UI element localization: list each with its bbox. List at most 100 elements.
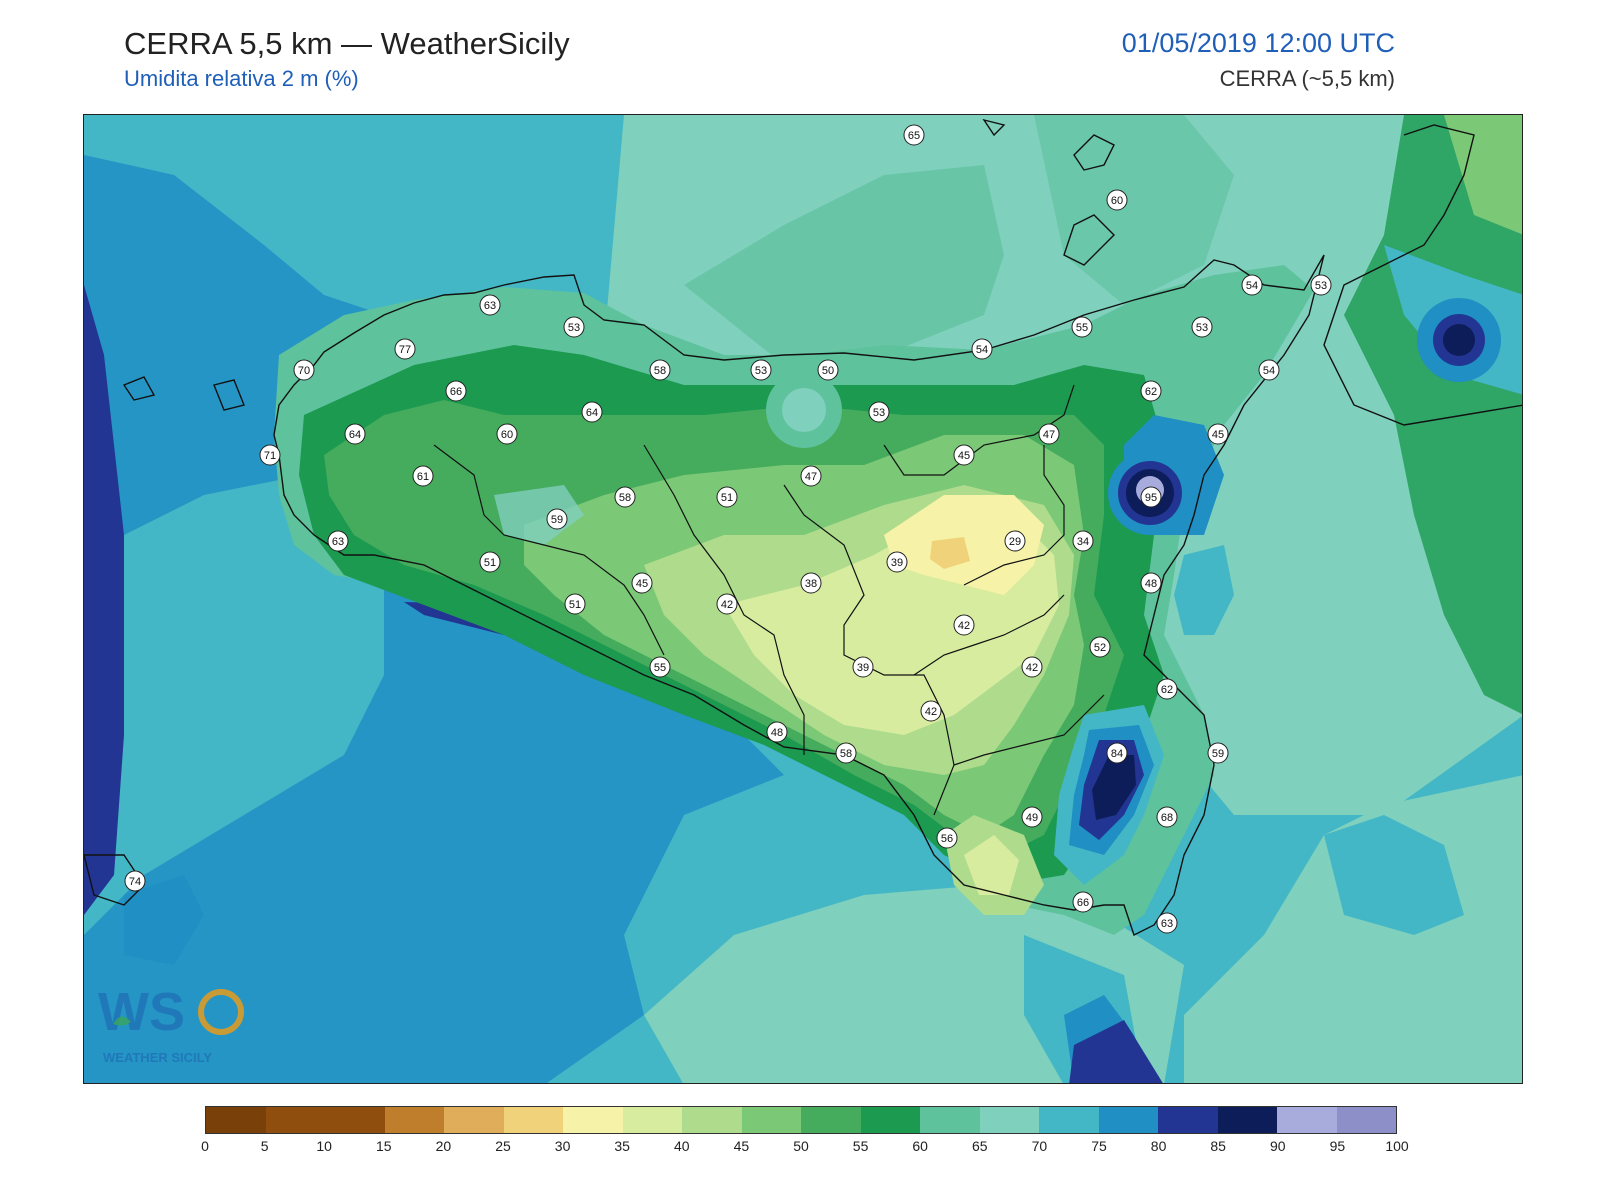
map-title: CERRA 5,5 km — WeatherSicily — [124, 26, 570, 61]
colorbar-ticks: 0 5 10 15 20 25 30 35 40 45 50 55 60 65 70 75 80 85 90 95 10… — [201, 1138, 1409, 1156]
colorbar-tick-label: 95 — [1329, 1138, 1346, 1154]
colorbar-tick-label: 20 — [435, 1138, 452, 1154]
colorbar-segment — [563, 1107, 623, 1133]
station-marker: 55 — [1071, 316, 1093, 338]
station-value: 62 — [1161, 684, 1173, 696]
station-marker: 58 — [614, 486, 636, 508]
station-value: 47 — [1043, 429, 1055, 441]
station-marker: 62 — [1140, 380, 1162, 402]
station-value: 55 — [1076, 322, 1088, 334]
station-marker: 54 — [1241, 274, 1263, 296]
station-marker: 58 — [835, 742, 857, 764]
station-value: 51 — [721, 492, 733, 504]
station-marker: 53 — [750, 359, 772, 381]
station-value: 48 — [771, 727, 783, 739]
station-value: 64 — [586, 407, 598, 419]
station-value: 95 — [1145, 492, 1157, 504]
station-value: 51 — [484, 557, 496, 569]
map-subtitle: Umidita relativa 2 m (%) — [124, 66, 359, 91]
station-marker: 45 — [1207, 423, 1229, 445]
colorbar-tick-label: 55 — [852, 1138, 869, 1154]
colorbar-segment — [265, 1107, 325, 1133]
station-marker: 55 — [649, 656, 671, 678]
station-marker: 53 — [1191, 316, 1213, 338]
colorbar-segment — [384, 1107, 444, 1133]
station-marker: 39 — [852, 656, 874, 678]
station-value: 64 — [349, 429, 361, 441]
station-value: 60 — [501, 429, 513, 441]
colorbar-segment — [206, 1107, 266, 1133]
station-marker: 54 — [1258, 359, 1280, 381]
station-marker: 77 — [394, 338, 416, 360]
station-value: 52 — [1094, 642, 1106, 654]
station-value: 60 — [1111, 195, 1123, 207]
station-marker: 51 — [716, 486, 738, 508]
station-value: 48 — [1145, 578, 1157, 590]
station-marker: 58 — [649, 359, 671, 381]
logo-text: WEATHER SICILY — [103, 1050, 212, 1065]
colorbar-segment — [682, 1107, 742, 1133]
colorbar — [205, 1106, 1397, 1134]
station-value: 49 — [1026, 812, 1038, 824]
colorbar-tick-label: 10 — [316, 1138, 332, 1154]
station-value: 53 — [1315, 280, 1327, 292]
colorbar-tick-label: 70 — [1031, 1138, 1048, 1154]
colorbar-tick-label: 85 — [1210, 1138, 1226, 1154]
logo-mark: WS — [98, 982, 185, 1042]
station-value: 42 — [721, 599, 733, 611]
station-value: 68 — [1161, 812, 1173, 824]
station-value: 42 — [1026, 662, 1038, 674]
station-marker: 84 — [1106, 742, 1128, 764]
station-value: 58 — [619, 492, 631, 504]
station-value: 54 — [976, 344, 988, 356]
station-marker: 45 — [631, 572, 653, 594]
station-value: 39 — [857, 662, 869, 674]
station-marker: 51 — [564, 593, 586, 615]
station-marker: 60 — [1106, 189, 1128, 211]
station-marker: 60 — [496, 423, 518, 445]
station-marker: 56 — [936, 827, 958, 849]
weathersicily-logo: WS WEATHER SICILY — [98, 982, 244, 1065]
station-value: 63 — [484, 300, 496, 312]
station-value: 47 — [805, 471, 817, 483]
colorbar-tick-label: 40 — [674, 1138, 690, 1154]
station-marker: 74 — [124, 870, 146, 892]
station-value: 38 — [805, 578, 817, 590]
colorbar-tick-label: 65 — [972, 1138, 988, 1154]
station-marker: 29 — [1004, 530, 1026, 552]
station-marker: 70 — [293, 359, 315, 381]
station-marker: 53 — [1310, 274, 1332, 296]
station-marker: 63 — [479, 294, 501, 316]
station-value: 61 — [417, 471, 429, 483]
station-value: 56 — [941, 833, 953, 845]
station-marker: 61 — [412, 465, 434, 487]
station-marker: 53 — [868, 401, 890, 423]
station-value: 63 — [332, 536, 344, 548]
station-value: 59 — [1212, 748, 1224, 760]
station-value: 54 — [1246, 280, 1258, 292]
station-marker: 63 — [327, 530, 349, 552]
station-value: 66 — [450, 386, 462, 398]
station-value: 39 — [891, 557, 903, 569]
colorbar-tick-label: 90 — [1270, 1138, 1286, 1154]
station-value: 63 — [1161, 918, 1173, 930]
colorbar-segment — [741, 1107, 801, 1133]
map-datetime: 01/05/2019 12:00 UTC — [1121, 28, 1395, 58]
station-value: 70 — [298, 365, 310, 377]
station-value: 74 — [129, 876, 141, 888]
colorbar-tick-label: 35 — [614, 1138, 630, 1154]
station-value: 50 — [822, 365, 834, 377]
station-marker: 68 — [1156, 806, 1178, 828]
colorbar-segment — [1158, 1107, 1218, 1133]
station-marker: 53 — [563, 316, 585, 338]
colorbar-tick-label: 60 — [912, 1138, 928, 1154]
station-marker: 42 — [953, 614, 975, 636]
station-value: 45 — [1212, 429, 1224, 441]
station-marker: 42 — [716, 593, 738, 615]
colorbar-segment — [622, 1107, 682, 1133]
station-marker: 95 — [1140, 486, 1162, 508]
station-marker: 34 — [1072, 530, 1094, 552]
station-value: 84 — [1111, 748, 1123, 760]
colorbar-tick-label: 75 — [1091, 1138, 1107, 1154]
station-marker: 64 — [344, 423, 366, 445]
